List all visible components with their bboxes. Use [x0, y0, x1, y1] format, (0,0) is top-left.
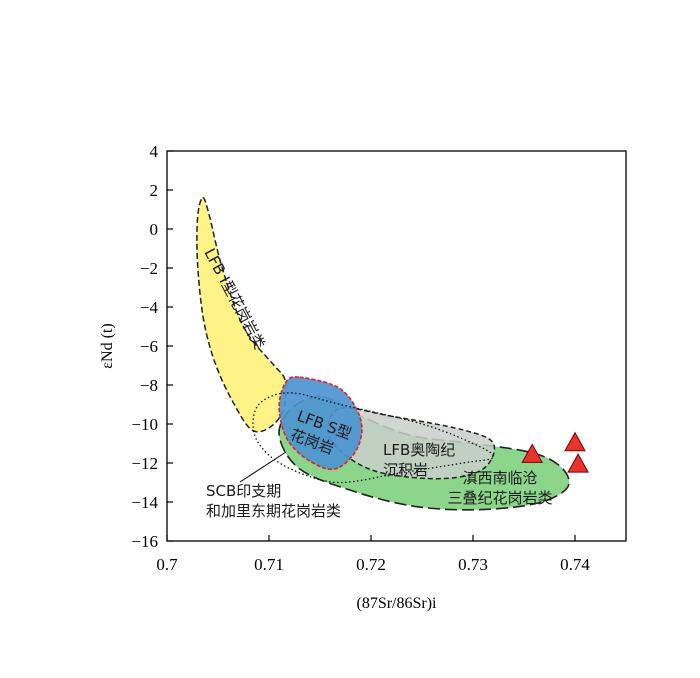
markers-layer [521, 431, 589, 473]
ticks-layer: 0.7 0.71 0.72 0.73 0.74 4 2 0 −2 −4 −6 −8 −10 −12 −14 −… [131, 142, 590, 574]
x-tick-label: 0.71 [254, 555, 284, 574]
label-lfb-ordovician-line: LFB奥陶纪 [383, 441, 455, 459]
y-tick-label: −6 [140, 337, 158, 356]
y-tick-label: −12 [131, 454, 158, 473]
triangle-marker [521, 443, 544, 463]
triangle-marker [564, 431, 586, 452]
label-scb-line: SCB印支期 [206, 482, 281, 500]
x-tick-label: 0.74 [560, 555, 590, 574]
field-lfb-s-type [278, 376, 363, 471]
label-lincang-triassic-line: 滇西南临沧 [462, 469, 537, 487]
triangle-marker [567, 453, 589, 473]
y-tick-label: 4 [150, 142, 159, 161]
y-tick-label: −8 [140, 376, 158, 395]
label-lincang-triassic-line: 三叠纪花岗岩类 [447, 489, 552, 507]
y-tick-label: −2 [140, 259, 158, 278]
field-lfb-i-type [196, 197, 287, 433]
x-tick-label: 0.73 [458, 555, 488, 574]
label-lfb-ordovician-line: 沉积岩 [383, 461, 428, 479]
field-scb [252, 392, 495, 484]
y-tick-label: −4 [140, 298, 159, 317]
label-scb-line: 和加里东期花岗岩类 [206, 502, 341, 520]
x-tick-label: 0.7 [156, 555, 178, 574]
x-axis-title: (87Sr/86Sr)i [357, 595, 438, 612]
scb-label-leader-line [239, 451, 287, 483]
y-tick-label: −10 [131, 415, 158, 434]
y-tick-label: −14 [131, 493, 158, 512]
fields-layer [196, 197, 570, 511]
y-tick-label: 2 [150, 181, 159, 200]
x-tick-label: 0.72 [356, 555, 386, 574]
y-axis-title: εNd (t) [99, 323, 116, 368]
y-tick-label: −16 [131, 532, 158, 551]
y-tick-label: 0 [150, 220, 159, 239]
